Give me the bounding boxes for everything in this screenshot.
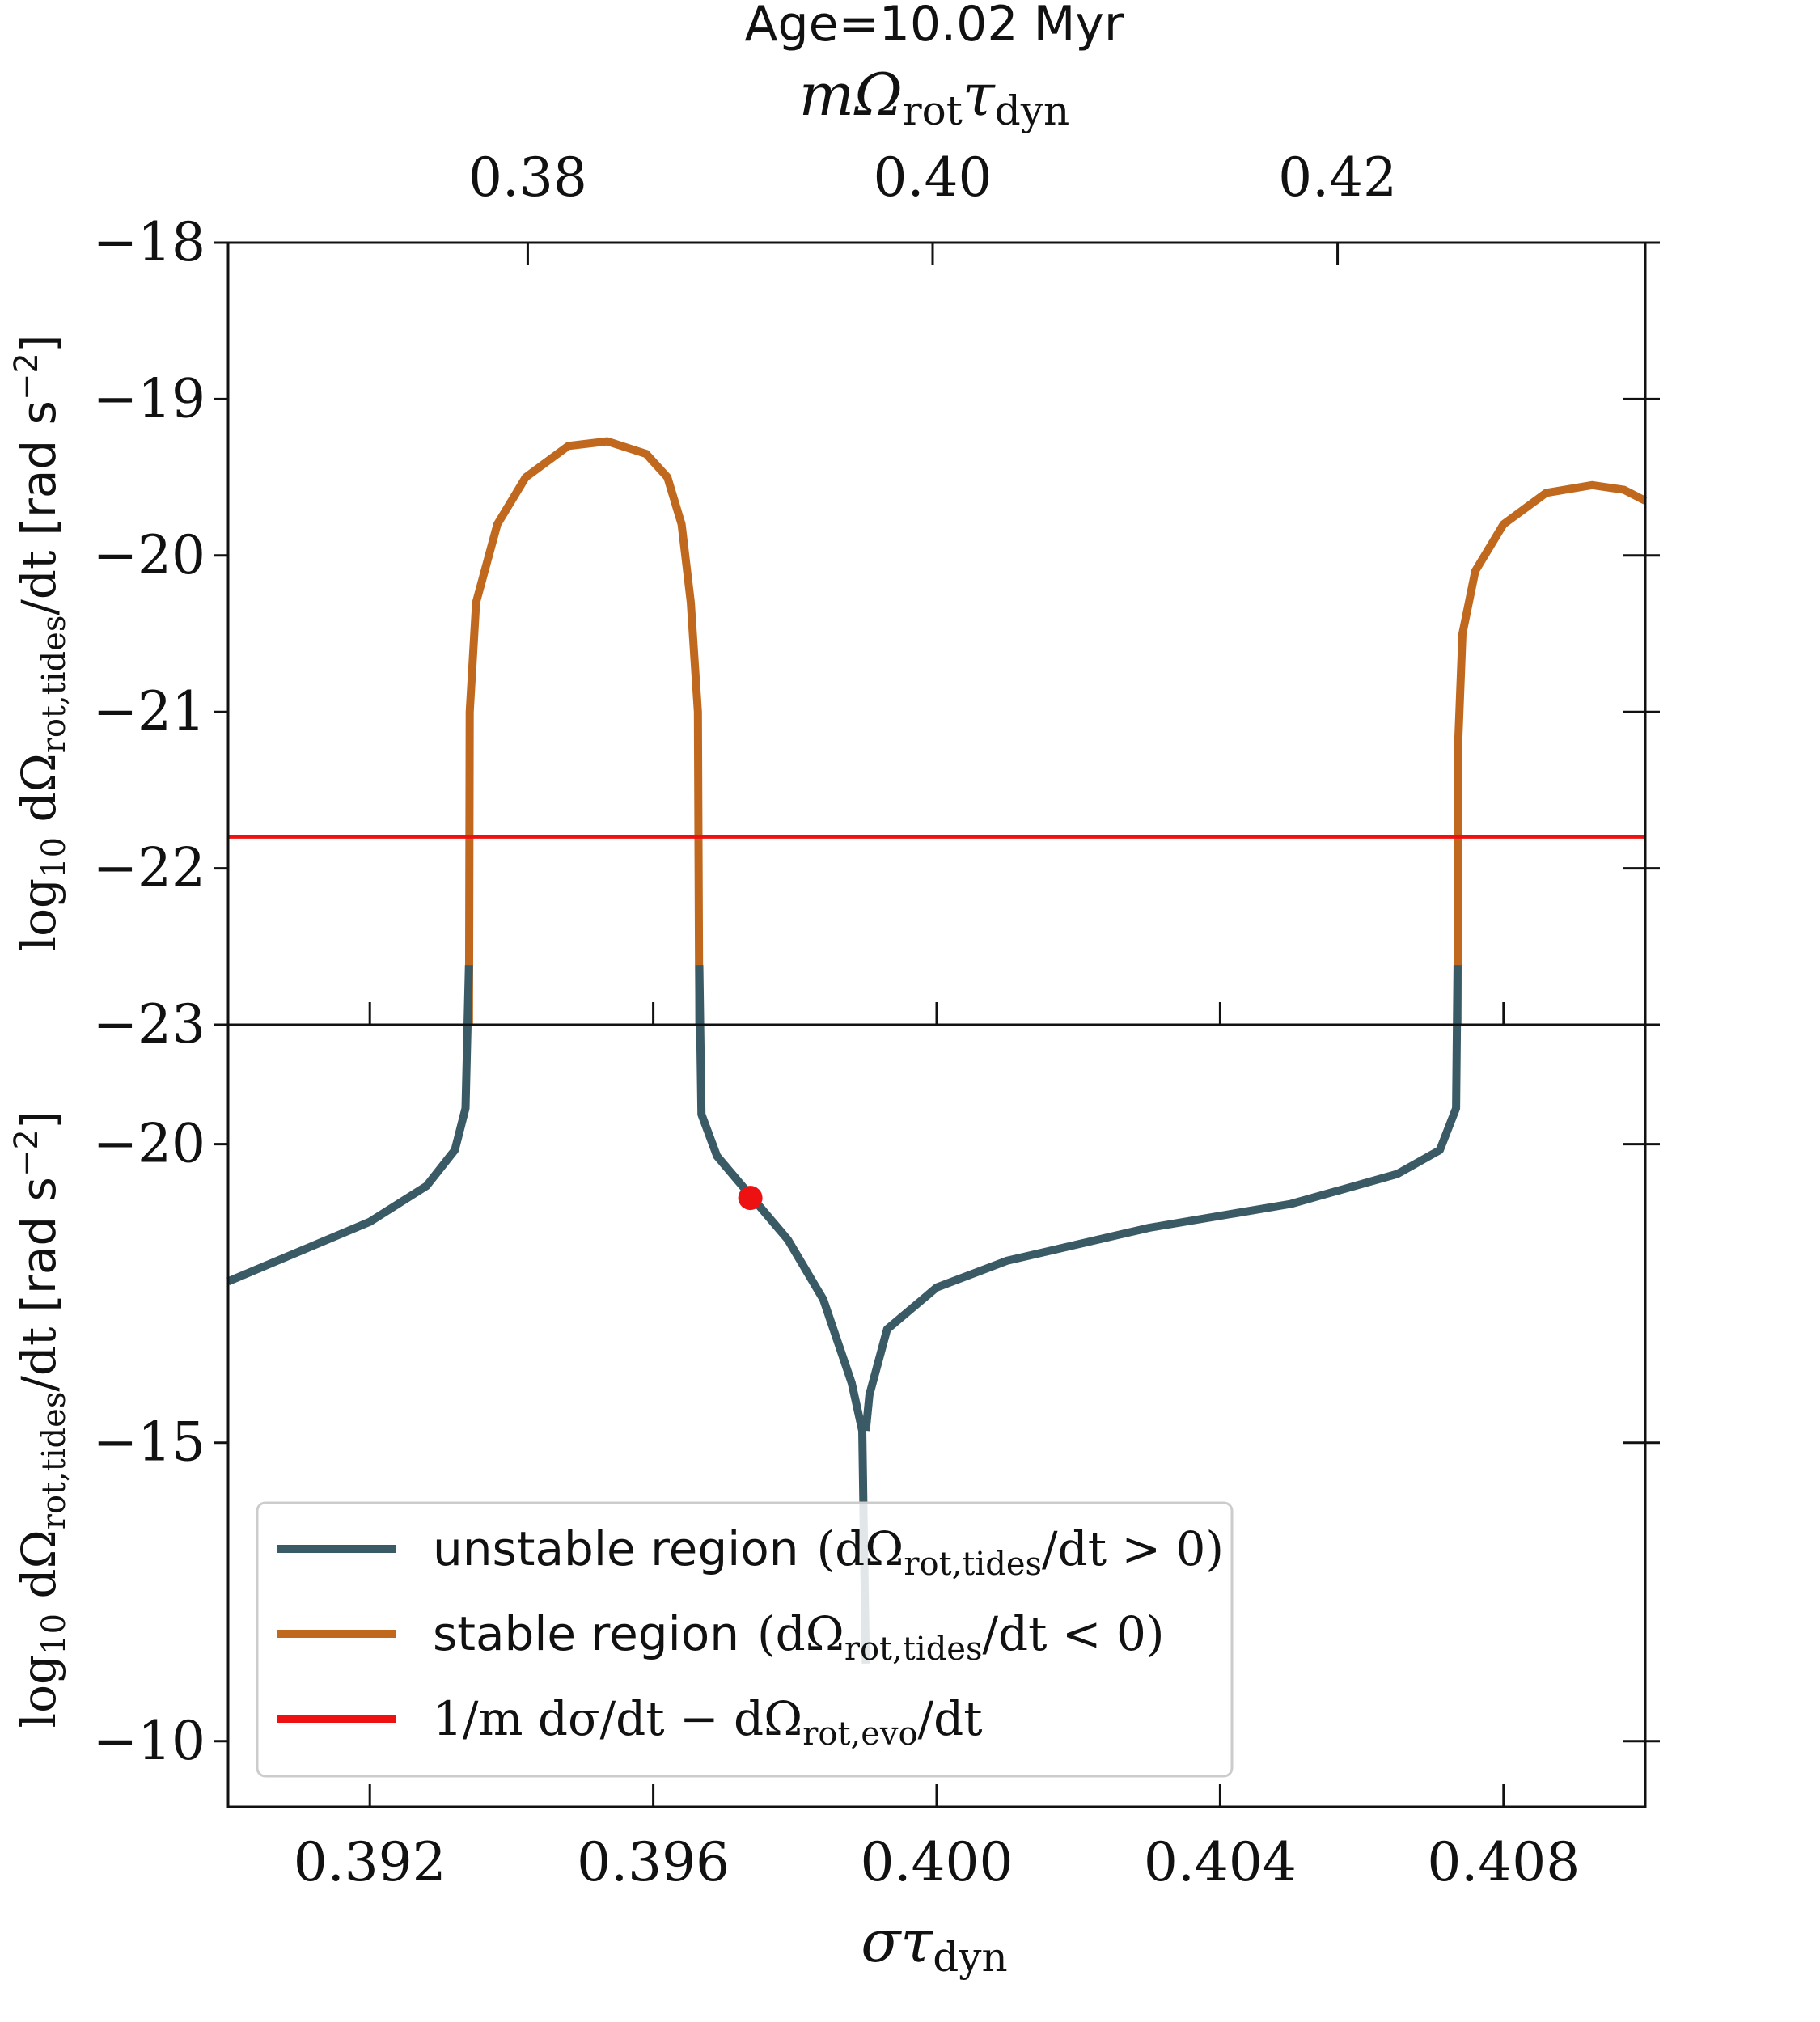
legend: unstable region (dΩrot,tides/dt > 0) stab…: [256, 1501, 1234, 1778]
upper-curves: [464, 437, 1648, 1026]
upper-y-tick-label: −18: [93, 211, 205, 273]
unstable-curve: [226, 965, 1462, 1664]
lower-y-ticks: −20 −15 −10: [93, 1113, 1660, 1772]
legend-entry-reference: 1/m dσ/dt − dΩrot,evo/dt: [433, 1691, 983, 1753]
legend-entry-unstable: unstable region (dΩrot,tides/dt > 0): [433, 1521, 1224, 1583]
upper-panel: −23 −22 −21 −20 −19 −18: [93, 211, 1660, 1055]
top-tick-label: 0.38: [468, 146, 587, 209]
stable-curve: [1453, 480, 1648, 1026]
upper-y-ticks: −23 −22 −21 −20 −19 −18: [93, 211, 1660, 1055]
svg-text:log10 dΩrot,tides/dt[rad s−2]: log10 dΩrot,tides/dt[rad s−2]: [8, 1111, 73, 1728]
x-axis-ticks: 0.392 0.396 0.400 0.404 0.408: [294, 1002, 1580, 1893]
legend-box: [256, 1501, 1234, 1778]
upper-y-tick-label: −19: [93, 367, 205, 429]
x-tick-label: 0.392: [294, 1831, 447, 1893]
legend-entry-stable: stable region (dΩrot,tides/dt < 0): [433, 1606, 1164, 1668]
chart-title: Age=10.02 Myr: [744, 0, 1124, 53]
lower-y-axis-label: log10 dΩrot,tides/dt[rad s−2]: [8, 1111, 73, 1728]
lower-y-tick-label: −10: [93, 1710, 205, 1772]
upper-y-tick-label: −23: [93, 993, 205, 1055]
top-axis-label: mΩrotτdyn: [799, 61, 1069, 134]
upper-y-tick-label: −20: [93, 524, 205, 586]
lower-y-tick-label: −20: [93, 1113, 205, 1175]
svg-text:log10 dΩrot,tides/dt[rad s−2]: log10 dΩrot,tides/dt[rad s−2]: [8, 335, 73, 952]
lower-y-tick-label: −15: [93, 1411, 205, 1474]
upper-y-tick-label: −21: [93, 680, 205, 742]
x-axis-label: στdyn: [861, 1907, 1007, 1981]
x-tick-label: 0.404: [1144, 1831, 1297, 1893]
upper-panel-frame: [226, 241, 1647, 1026]
upper-y-axis-label: log10 dΩrot,tides/dt[rad s−2]: [8, 335, 73, 952]
x-tick-label: 0.396: [577, 1831, 730, 1893]
top-tick-label: 0.42: [1278, 146, 1397, 209]
upper-y-tick-label: −22: [93, 837, 205, 899]
lower-curves: [226, 965, 1462, 1664]
stable-curve: [464, 437, 704, 1026]
x-tick-label: 0.400: [861, 1831, 1014, 1893]
top-tick-label: 0.40: [874, 146, 993, 209]
current-state-marker: [738, 1186, 763, 1211]
x-tick-label: 0.408: [1427, 1831, 1580, 1893]
top-axis-ticks: 0.38 0.40 0.42: [468, 146, 1397, 265]
